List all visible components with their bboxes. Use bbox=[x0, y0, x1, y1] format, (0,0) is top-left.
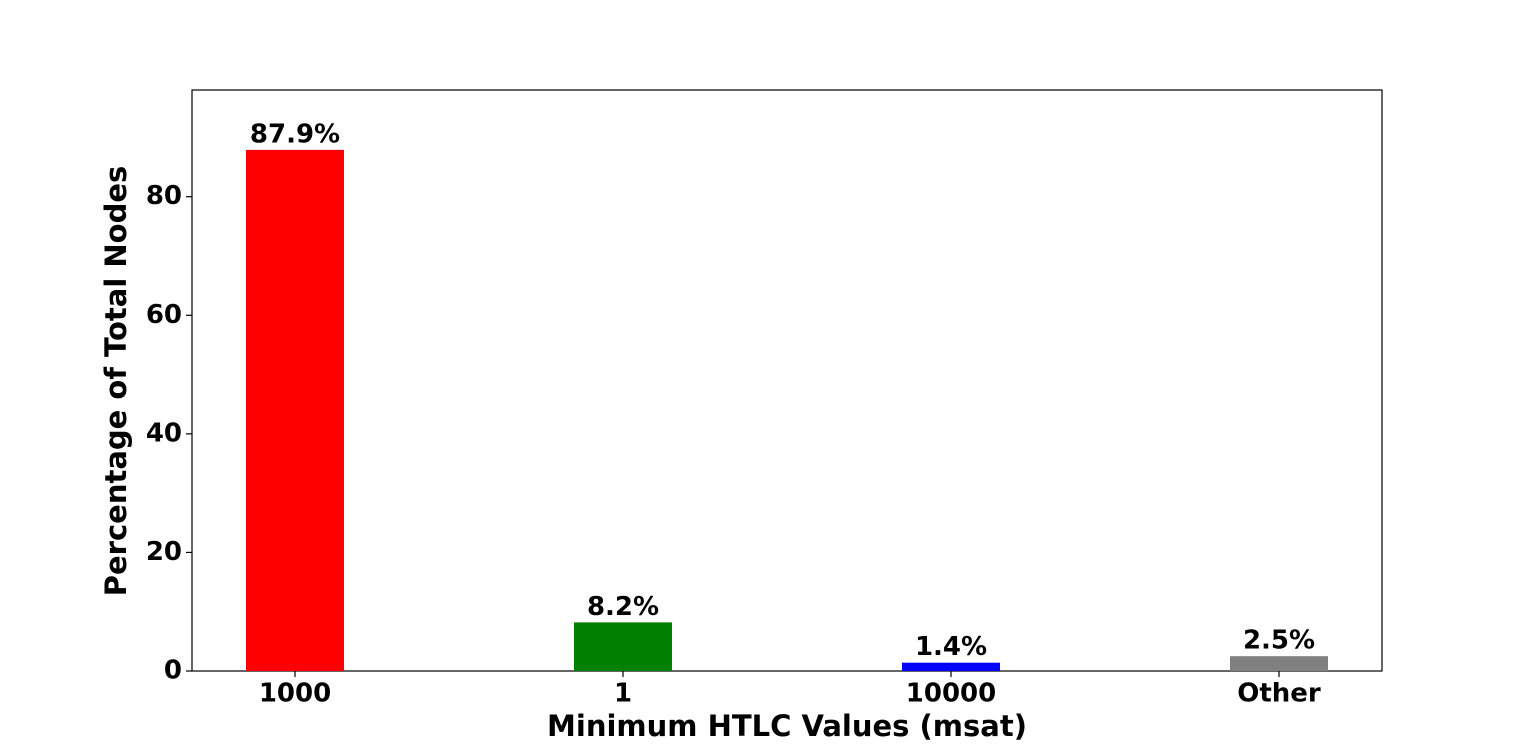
value-label: 1.4% bbox=[915, 632, 987, 662]
y-axis-label: Percentage of Total Nodes bbox=[99, 166, 133, 597]
bar bbox=[1230, 656, 1328, 671]
y-tick-label: 20 bbox=[146, 537, 182, 567]
bar bbox=[246, 149, 344, 672]
y-tick-label: 60 bbox=[146, 300, 182, 330]
x-tick-label: 1000 bbox=[259, 679, 331, 709]
y-tick-label: 80 bbox=[146, 181, 182, 211]
y-tick-label: 0 bbox=[164, 656, 182, 686]
x-tick-label: 10000 bbox=[906, 679, 996, 709]
x-tick-label: Other bbox=[1237, 679, 1321, 709]
value-label: 2.5% bbox=[1243, 626, 1315, 656]
bar bbox=[902, 662, 1000, 671]
value-label: 8.2% bbox=[587, 592, 659, 622]
y-tick-label: 40 bbox=[146, 418, 182, 448]
plot-frame bbox=[191, 89, 1383, 672]
value-label: 87.9% bbox=[250, 119, 340, 149]
bar bbox=[574, 622, 672, 671]
x-tick-label: 1 bbox=[614, 679, 632, 709]
x-axis-label: Minimum HTLC Values (msat) bbox=[547, 709, 1027, 743]
